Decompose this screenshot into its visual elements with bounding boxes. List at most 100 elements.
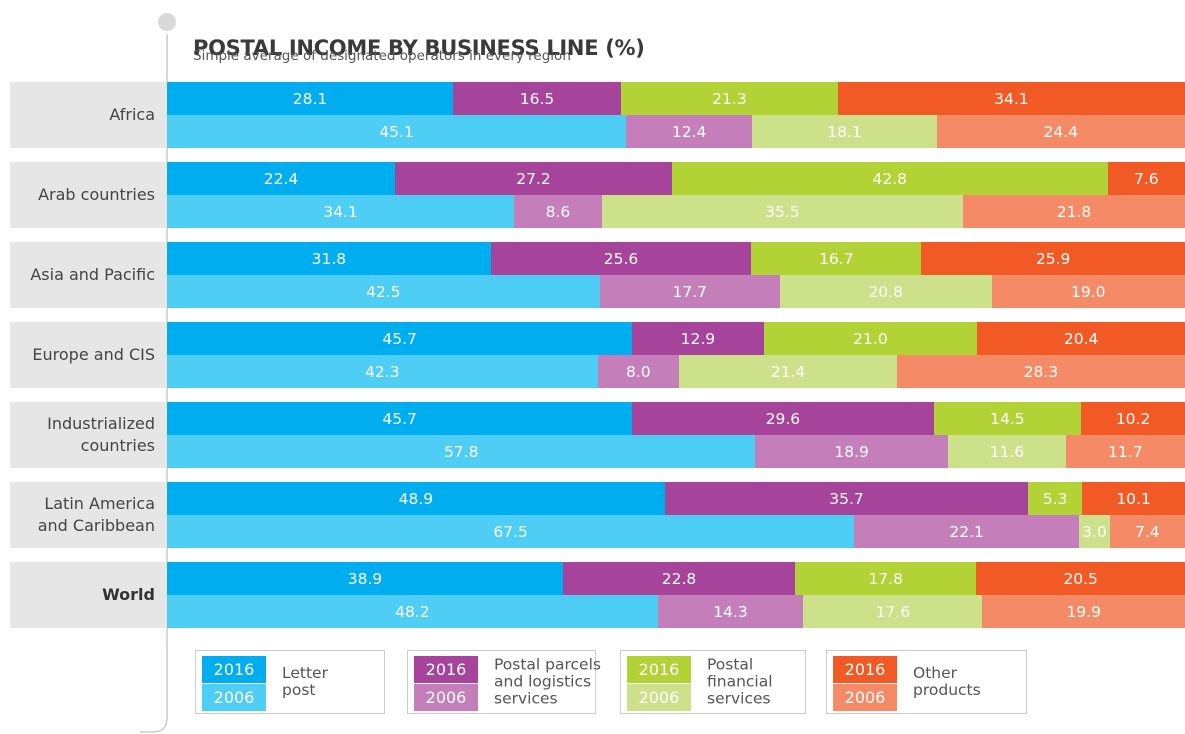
bar-segment: 21.8 [963, 195, 1185, 228]
category-label: Asia and Pacific [30, 265, 155, 284]
data-label: 21.4 [770, 362, 806, 381]
data-label: 22.4 [263, 169, 299, 188]
data-label: 27.2 [516, 169, 551, 188]
bar-segment: 45.7 [167, 402, 633, 435]
bar-segment: 20.8 [779, 275, 992, 308]
data-label: 31.8 [311, 249, 347, 268]
data-label: 21.0 [853, 329, 888, 348]
legend-label: Letter post [282, 664, 328, 699]
data-label: 18.1 [827, 122, 862, 141]
legend-item: 2016 2006 Postal parcels and logistics ser… [407, 650, 601, 714]
bar-segment: 16.5 [453, 82, 622, 115]
data-label: 45.1 [379, 122, 414, 141]
bar-segment: 38.9 [167, 562, 563, 595]
legend-swatch: 2006 [833, 684, 897, 711]
bar-segment: 10.2 [1081, 402, 1185, 435]
data-label: 3.0 [1082, 522, 1107, 541]
bar-segment: 17.7 [599, 275, 780, 308]
data-label: 28.1 [292, 89, 328, 108]
data-label: 42.3 [365, 362, 400, 381]
data-label: 29.6 [765, 409, 801, 428]
bar-segment: 18.1 [752, 115, 937, 148]
bar-segment: 22.4 [167, 162, 396, 195]
bar-segment: 8.0 [597, 355, 680, 388]
category-box: Industrialized countries [10, 402, 167, 468]
chart-title: POSTAL INCOME BY BUSINESS LINE (%) [193, 36, 645, 60]
category-label: Latin America and Caribbean [37, 494, 155, 535]
bar-segment: 3.0 [1079, 515, 1110, 548]
data-label: 16.7 [819, 249, 854, 268]
bar-segment: 35.7 [664, 482, 1029, 515]
header-dot [158, 13, 176, 31]
bar-segment: 20.5 [976, 562, 1185, 595]
legend-label: Other products [913, 664, 981, 699]
bar-segment: 21.0 [763, 322, 978, 355]
bar-segment: 19.0 [991, 275, 1185, 308]
data-label: 7.4 [1134, 522, 1160, 541]
data-label: 7.6 [1133, 169, 1159, 188]
bar-segment: 29.6 [632, 402, 934, 435]
legend-item: 2016 2006 Postal financial services [620, 650, 806, 714]
category-box: World [10, 562, 167, 628]
legend-swatch: 2006 [202, 684, 266, 711]
bar-segment: 42.8 [671, 162, 1108, 195]
legend-swatch: 2016 [414, 656, 478, 683]
bar-segment: 10.1 [1082, 482, 1185, 515]
bar-segment: 45.1 [167, 115, 627, 148]
category-label: Arab countries [38, 185, 155, 204]
bar-segment: 48.2 [167, 595, 658, 628]
data-label: 14.5 [990, 409, 1025, 428]
bar-segment: 14.3 [657, 595, 804, 628]
data-label: 20.5 [1063, 569, 1098, 588]
bar-segment: 45.7 [167, 322, 633, 355]
bar-segment: 12.4 [626, 115, 753, 148]
category-label: World [102, 585, 155, 604]
data-label: 21.3 [712, 89, 747, 108]
bar-segment: 19.9 [982, 595, 1185, 628]
bar-segment: 18.9 [755, 435, 948, 468]
bar-segment: 31.8 [167, 242, 491, 275]
legend-label: Postal parcels and logistics services [494, 655, 601, 708]
data-label: 8.6 [545, 202, 571, 221]
data-label: 10.2 [1115, 409, 1151, 428]
bar-segment: 57.8 [167, 435, 756, 468]
data-label: 35.7 [829, 489, 864, 508]
data-label: 57.8 [443, 442, 479, 461]
bar-segment: 28.1 [167, 82, 454, 115]
legend-label: Postal financial services [707, 655, 773, 708]
data-label: 24.4 [1043, 122, 1079, 141]
data-label: 5.3 [1042, 489, 1068, 508]
data-label: 18.9 [834, 442, 869, 461]
bar-segment: 7.6 [1107, 162, 1185, 195]
data-label: 22.8 [661, 569, 697, 588]
bar-segment: 17.8 [795, 562, 977, 595]
bar-segment: 21.3 [621, 82, 838, 115]
bar-segment: 21.4 [679, 355, 897, 388]
bar-segment: 7.4 [1109, 515, 1185, 548]
bar-segment: 14.5 [933, 402, 1082, 435]
data-label: 10.1 [1116, 489, 1151, 508]
bar-segment: 22.1 [854, 515, 1080, 548]
chart-subtitle: Simple average of designated operators i… [193, 48, 571, 64]
bar-segment: 25.6 [490, 242, 752, 275]
bar-segment: 20.4 [977, 322, 1185, 355]
category-box: Asia and Pacific [10, 242, 167, 308]
bar-segment: 12.9 [632, 322, 764, 355]
data-label: 16.5 [519, 89, 555, 108]
category-label: Europe and CIS [32, 345, 155, 364]
data-label: 21.8 [1056, 202, 1092, 221]
data-label: 25.6 [603, 249, 639, 268]
data-label: 20.8 [868, 282, 903, 301]
bar-segment: 28.3 [896, 355, 1185, 388]
data-label: 35.5 [765, 202, 800, 221]
category-box: Arab countries [10, 162, 167, 228]
data-label: 25.9 [1035, 249, 1071, 268]
legend-item: 2016 2006 Letter post [195, 650, 385, 714]
bar-segment: 27.2 [395, 162, 672, 195]
data-label: 42.8 [872, 169, 908, 188]
legend-item: 2016 2006 Other products [826, 650, 1027, 714]
bar-segment: 48.9 [167, 482, 665, 515]
bar-segment: 35.5 [601, 195, 964, 228]
